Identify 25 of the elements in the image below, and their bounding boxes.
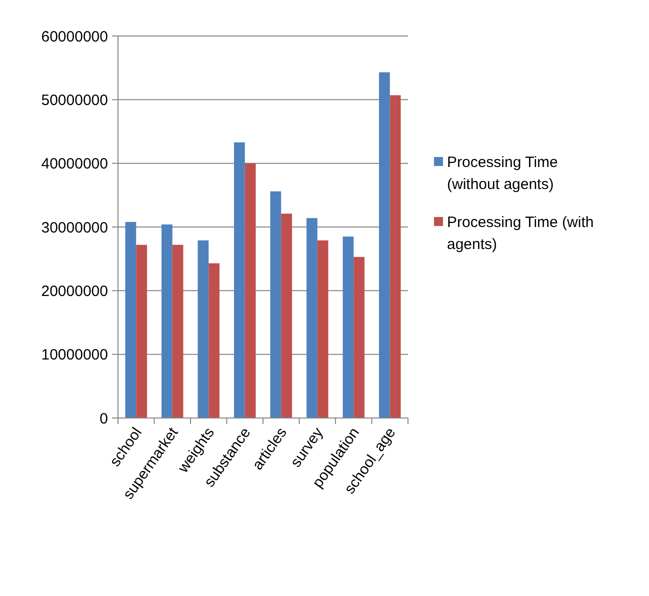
y-tick-label: 40000000 [41,156,108,173]
y-tick-label: 0 [100,410,108,428]
legend-label: Processing Time (with agents) [447,214,594,253]
bar [234,142,245,418]
y-tick-label: 50000000 [41,92,108,109]
bar [162,224,172,418]
bar [390,95,401,418]
y-tick-label: 10000000 [41,346,108,364]
bar [198,240,209,418]
bar [379,72,390,418]
bar [354,256,364,418]
bar [208,263,220,418]
bar [270,191,282,418]
bar [136,244,147,418]
y-tick-label: 20000000 [41,282,108,300]
legend-label: Processing Time (without agents) [447,154,558,193]
bar [342,236,354,418]
bar [317,240,328,418]
bar [281,214,292,418]
y-tick-label: 60000000 [41,28,108,46]
bar [306,218,318,418]
bar [244,163,256,418]
y-tick-label: 30000000 [41,219,108,236]
bar [172,244,184,418]
bar [125,222,136,418]
